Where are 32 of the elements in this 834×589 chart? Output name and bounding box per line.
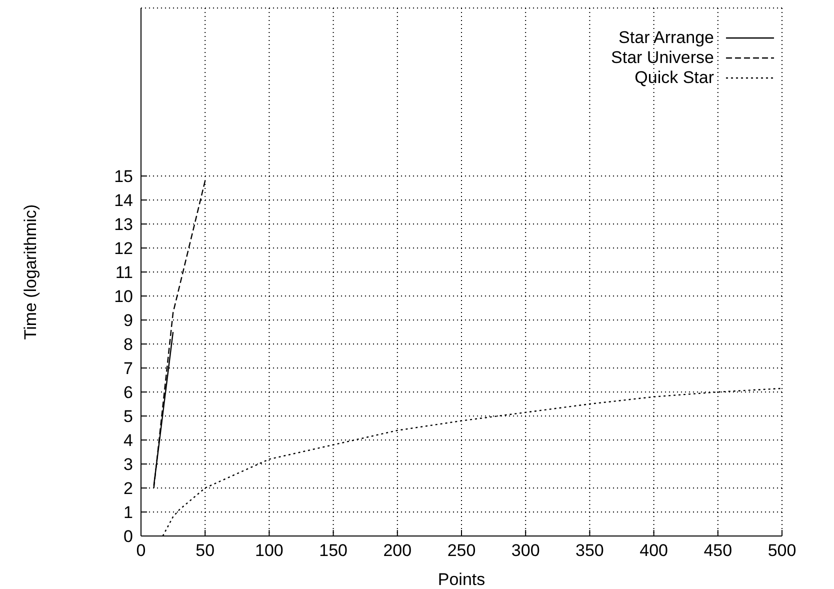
y-tick-label: 5 [124, 407, 133, 426]
x-tick-label: 200 [383, 541, 412, 560]
y-tick-label: 15 [114, 167, 133, 186]
y-tick-label: 2 [124, 479, 133, 498]
y-tick-label: 12 [114, 239, 133, 258]
x-tick-label: 350 [576, 541, 604, 560]
x-tick-label: 100 [255, 541, 284, 560]
x-tick-label: 150 [319, 541, 348, 560]
y-tick-label: 7 [124, 359, 133, 378]
y-tick-label: 1 [124, 503, 133, 522]
y-axis-title: Time (logarithmic) [21, 204, 40, 340]
y-tick-label: 3 [124, 455, 133, 474]
x-tick-label: 250 [447, 541, 476, 560]
legend-label: Quick Star [634, 68, 714, 88]
x-tick-label: 50 [196, 541, 215, 560]
x-tick-label: 500 [768, 541, 796, 560]
x-axis-title: Points [438, 570, 486, 589]
y-tick-label: 0 [124, 527, 133, 546]
y-tick-label: 8 [124, 335, 133, 354]
legend-label: Star Arrange [618, 28, 714, 48]
legend-label: Star Universe [611, 48, 714, 68]
y-tick-label: 6 [124, 383, 133, 402]
y-tick-label: 13 [114, 215, 133, 234]
x-tick-label: 0 [136, 541, 146, 560]
x-tick-label: 300 [511, 541, 540, 560]
y-tick-label: 9 [124, 311, 133, 330]
y-tick-label: 10 [114, 287, 133, 306]
y-tick-label: 14 [114, 191, 133, 210]
y-tick-label: 4 [124, 431, 133, 450]
x-tick-label: 400 [640, 541, 668, 560]
x-tick-label: 450 [704, 541, 732, 560]
y-tick-label: 11 [115, 263, 133, 282]
